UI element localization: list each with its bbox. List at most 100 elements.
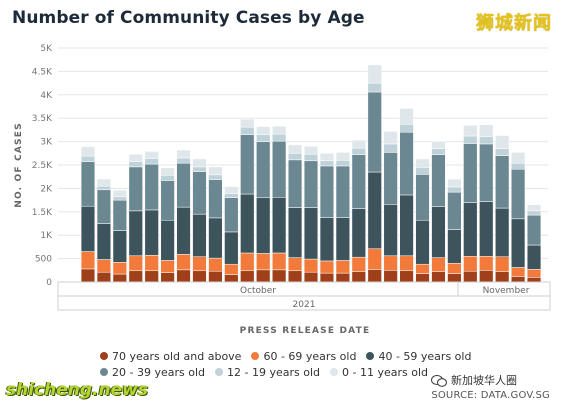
bar-segment-20-39[interactable] (335, 165, 350, 218)
bar-segment-60-69[interactable] (526, 269, 542, 278)
bar-segment-20-39[interactable] (447, 191, 462, 230)
bar-segment-40-59[interactable] (256, 197, 271, 254)
bar-segment-40-59[interactable] (415, 219, 430, 265)
bar-segment-12-19[interactable] (495, 148, 510, 156)
bar-segment-40-59[interactable] (447, 229, 462, 264)
bar-segment-20-39[interactable] (287, 159, 303, 208)
bar-segment-60-69[interactable] (463, 256, 478, 272)
legend-item[interactable]: 0 - 11 years old (330, 365, 428, 381)
bar-segment-20-39[interactable] (511, 168, 526, 220)
bar-segment-70plus[interactable] (128, 270, 143, 283)
bar-segment-20-39[interactable] (160, 180, 175, 221)
bar-segment-70plus[interactable] (319, 272, 335, 283)
bar-segment-20-39[interactable] (479, 143, 494, 202)
bar-segment-70plus[interactable] (160, 272, 175, 283)
bar-segment-12-19[interactable] (415, 167, 430, 175)
bar-segment-40-59[interactable] (224, 231, 239, 265)
bar-segment-40-59[interactable] (80, 205, 96, 252)
bar-segment-60-69[interactable] (144, 255, 159, 272)
bar-segment-70plus[interactable] (272, 269, 287, 283)
bar-segment-40-59[interactable] (495, 207, 510, 257)
bar-segment-40-59[interactable] (479, 201, 494, 257)
bar-segment-20-39[interactable] (319, 165, 335, 218)
bar-segment-20-39[interactable] (463, 143, 478, 203)
bar-segment-20-39[interactable] (495, 155, 510, 209)
bar-segment-60-69[interactable] (160, 260, 175, 273)
bar-segment-0-11[interactable] (367, 64, 382, 84)
bar-segment-12-19[interactable] (351, 147, 366, 155)
bar-segment-12-19[interactable] (224, 193, 239, 199)
bar-segment-70plus[interactable] (431, 271, 446, 283)
bar-segment-60-69[interactable] (335, 260, 350, 274)
bar-segment-0-11[interactable] (144, 151, 159, 159)
bar-segment-0-11[interactable] (319, 153, 335, 162)
bar-segment-70plus[interactable] (447, 273, 462, 283)
bar-segment-40-59[interactable] (383, 204, 398, 257)
bar-segment-12-19[interactable] (144, 158, 159, 165)
bar-segment-12-19[interactable] (287, 153, 303, 161)
bar-segment-0-11[interactable] (256, 126, 271, 135)
bar-segment-12-19[interactable] (176, 157, 191, 164)
bar-segment-0-11[interactable] (272, 125, 287, 135)
bar-segment-0-11[interactable] (303, 146, 319, 155)
bar-segment-12-19[interactable] (96, 185, 112, 191)
bar-segment-40-59[interactable] (351, 208, 366, 258)
bar-segment-70plus[interactable] (144, 270, 159, 283)
bar-segment-60-69[interactable] (240, 252, 255, 272)
bar-segment-0-11[interactable] (160, 167, 175, 176)
bar-segment-12-19[interactable] (399, 124, 414, 133)
bar-segment-60-69[interactable] (367, 248, 382, 270)
bar-segment-60-69[interactable] (176, 254, 191, 271)
bar-segment-70plus[interactable] (176, 269, 191, 283)
legend-item[interactable]: 40 - 59 years old (366, 349, 471, 365)
bar-segment-12-19[interactable] (526, 210, 542, 216)
bar-segment-0-11[interactable] (479, 124, 494, 137)
bar-segment-20-39[interactable] (367, 91, 382, 173)
bar-segment-60-69[interactable] (319, 260, 335, 274)
bar-segment-0-11[interactable] (383, 131, 398, 145)
bar-segment-0-11[interactable] (112, 190, 127, 198)
bar-segment-12-19[interactable] (240, 126, 255, 135)
bar-segment-60-69[interactable] (447, 263, 462, 274)
bar-segment-12-19[interactable] (463, 135, 478, 144)
bar-segment-40-59[interactable] (399, 194, 414, 257)
legend-item[interactable]: 12 - 19 years old (215, 365, 320, 381)
bar-segment-12-19[interactable] (208, 174, 223, 180)
bar-segment-60-69[interactable] (495, 256, 510, 272)
bar-segment-60-69[interactable] (303, 258, 319, 273)
bar-segment-40-59[interactable] (160, 219, 175, 261)
bar-segment-0-11[interactable] (351, 139, 366, 149)
bar-segment-70plus[interactable] (224, 274, 239, 283)
bar-segment-12-19[interactable] (447, 186, 462, 193)
bar-segment-70plus[interactable] (208, 270, 223, 283)
bar-segment-70plus[interactable] (511, 276, 526, 283)
bar-segment-60-69[interactable] (272, 252, 287, 271)
bar-segment-60-69[interactable] (351, 256, 366, 272)
bar-segment-40-59[interactable] (96, 223, 112, 260)
bar-segment-20-39[interactable] (176, 162, 191, 208)
bar-segment-20-39[interactable] (272, 140, 287, 198)
bar-segment-0-11[interactable] (335, 152, 350, 161)
bar-segment-0-11[interactable] (447, 178, 462, 188)
bar-segment-60-69[interactable] (399, 255, 414, 272)
bar-segment-40-59[interactable] (176, 206, 191, 255)
bar-segment-70plus[interactable] (351, 271, 366, 283)
bar-segment-70plus[interactable] (303, 271, 319, 283)
bar-segment-70plus[interactable] (367, 269, 382, 283)
bar-segment-12-19[interactable] (479, 136, 494, 145)
bar-segment-12-19[interactable] (367, 82, 382, 93)
bar-segment-0-11[interactable] (128, 153, 143, 162)
bar-segment-70plus[interactable] (256, 269, 271, 283)
bar-segment-20-39[interactable] (208, 179, 223, 219)
bar-segment-0-11[interactable] (399, 108, 414, 125)
bar-segment-12-19[interactable] (272, 133, 287, 142)
bar-segment-40-59[interactable] (287, 207, 303, 258)
bar-segment-70plus[interactable] (415, 273, 430, 283)
bar-segment-70plus[interactable] (399, 270, 414, 283)
bar-segment-0-11[interactable] (80, 146, 96, 157)
bar-segment-0-11[interactable] (208, 166, 223, 176)
bar-segment-0-11[interactable] (526, 204, 542, 212)
bar-segment-40-59[interactable] (526, 244, 542, 270)
bar-segment-0-11[interactable] (463, 124, 478, 137)
bar-segment-20-39[interactable] (112, 199, 127, 231)
